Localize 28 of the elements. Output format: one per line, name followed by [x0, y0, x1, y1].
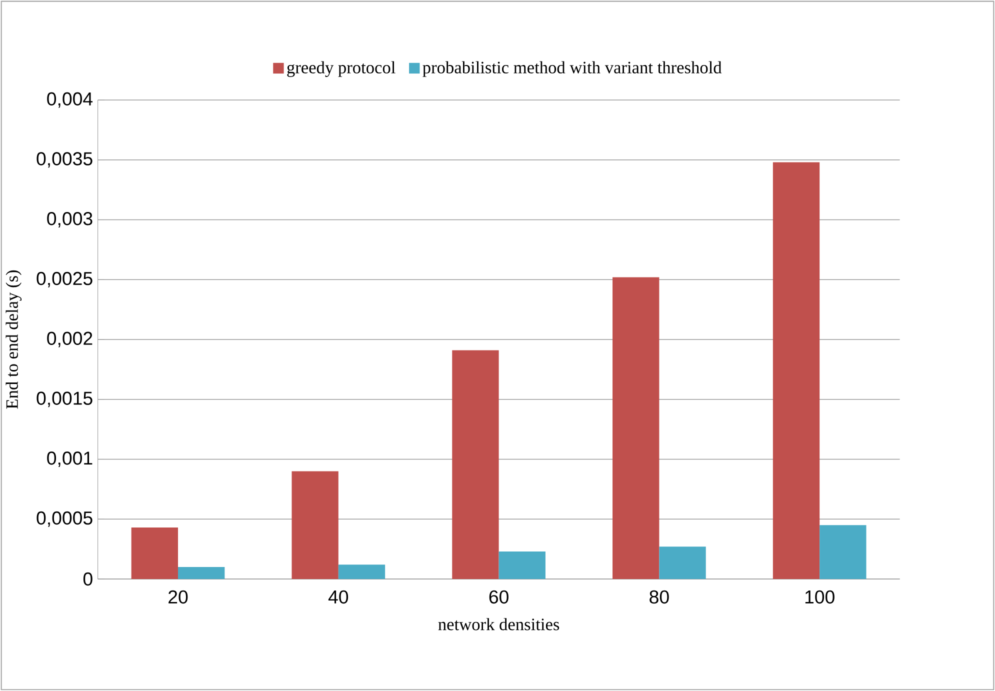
- x-tick-label: 60: [489, 590, 508, 604]
- y-tick-label: 0,0035: [36, 152, 92, 168]
- bar: [659, 546, 706, 579]
- bar: [292, 471, 338, 579]
- x-axis-title: network densities: [438, 618, 560, 630]
- y-tick-label: 0,003: [47, 212, 92, 228]
- y-tick-label: 0,002: [47, 332, 92, 348]
- x-tick-label: 40: [328, 590, 348, 604]
- x-tick-label: 100: [805, 590, 834, 604]
- y-tick-label: 0,0025: [36, 272, 92, 288]
- x-tick-label: 20: [168, 590, 188, 604]
- bar: [338, 564, 386, 579]
- bar: [772, 162, 820, 579]
- y-tick-label: 0,0005: [36, 511, 92, 527]
- y-axis-title: End to end delay (s): [6, 270, 22, 409]
- bar: [452, 350, 499, 579]
- legend-label: greedy protocol: [287, 61, 396, 77]
- bar: [820, 525, 866, 579]
- bar: [131, 527, 178, 579]
- y-tick-label: 0: [83, 572, 92, 586]
- y-tick-label: 0,001: [47, 452, 92, 467]
- y-tick-label: 0,0015: [36, 392, 92, 408]
- bar: [498, 551, 546, 579]
- bar: [612, 277, 660, 579]
- y-tick-label: 0,004: [47, 92, 93, 108]
- x-tick-label: 80: [650, 590, 669, 604]
- legend-label: probabilistic method with variant threshold: [422, 61, 722, 77]
- bar: [178, 567, 225, 579]
